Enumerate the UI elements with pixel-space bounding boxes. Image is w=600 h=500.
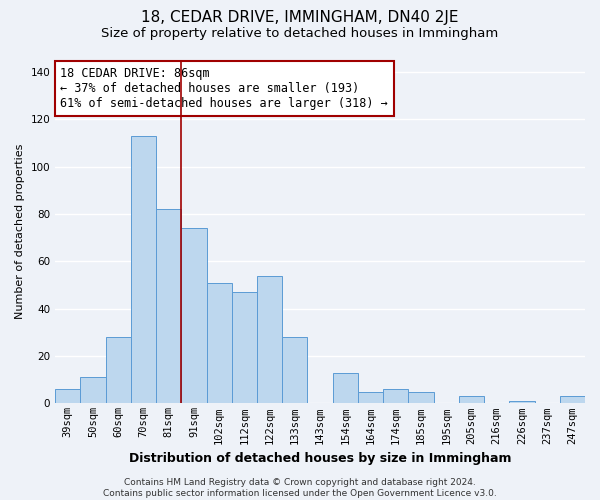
Text: 18, CEDAR DRIVE, IMMINGHAM, DN40 2JE: 18, CEDAR DRIVE, IMMINGHAM, DN40 2JE: [141, 10, 459, 25]
Bar: [206, 282, 232, 404]
Bar: [106, 337, 131, 404]
Y-axis label: Number of detached properties: Number of detached properties: [15, 144, 25, 320]
Bar: [383, 389, 409, 404]
Bar: [560, 396, 585, 404]
Text: Size of property relative to detached houses in Immingham: Size of property relative to detached ho…: [101, 28, 499, 40]
Text: 18 CEDAR DRIVE: 86sqm
← 37% of detached houses are smaller (193)
61% of semi-det: 18 CEDAR DRIVE: 86sqm ← 37% of detached …: [61, 67, 388, 110]
X-axis label: Distribution of detached houses by size in Immingham: Distribution of detached houses by size …: [129, 452, 511, 465]
Bar: [282, 337, 307, 404]
Bar: [257, 276, 282, 404]
Bar: [131, 136, 156, 404]
Bar: [509, 401, 535, 404]
Bar: [181, 228, 206, 404]
Bar: [80, 378, 106, 404]
Bar: [332, 372, 358, 404]
Bar: [232, 292, 257, 404]
Bar: [358, 392, 383, 404]
Text: Contains HM Land Registry data © Crown copyright and database right 2024.
Contai: Contains HM Land Registry data © Crown c…: [103, 478, 497, 498]
Bar: [156, 209, 181, 404]
Bar: [409, 392, 434, 404]
Bar: [459, 396, 484, 404]
Bar: [55, 389, 80, 404]
